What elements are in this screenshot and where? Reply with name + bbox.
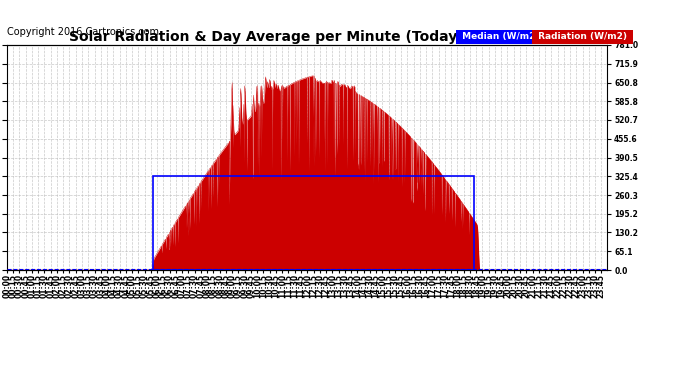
Title: Solar Radiation & Day Average per Minute (Today) 20160420: Solar Radiation & Day Average per Minute…: [68, 30, 546, 44]
Bar: [153, 176, 474, 270]
Text: Median (W/m2): Median (W/m2): [459, 32, 542, 41]
Text: Copyright 2016 Cartronics.com: Copyright 2016 Cartronics.com: [7, 27, 159, 37]
Text: Radiation (W/m2): Radiation (W/m2): [535, 32, 630, 41]
